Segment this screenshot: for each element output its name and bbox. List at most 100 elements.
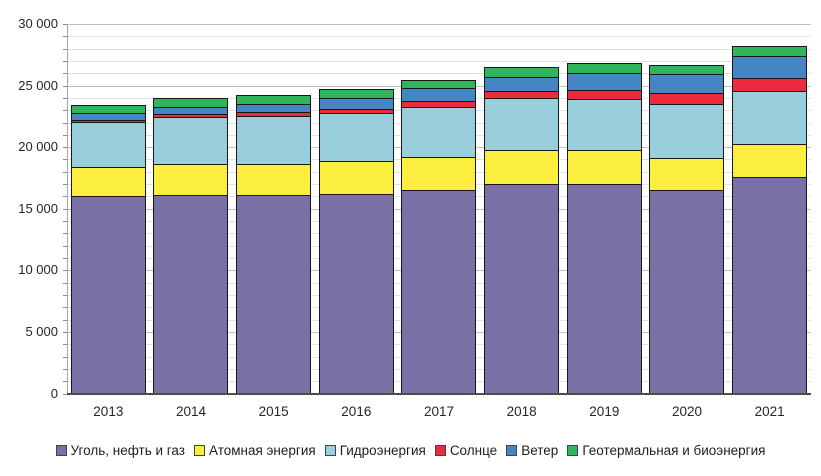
minor-gridline (67, 60, 811, 62)
bar-2018 (480, 24, 563, 394)
bar-segment-2017 (401, 88, 477, 103)
bar-2019 (563, 24, 646, 394)
bar-2016 (315, 24, 398, 394)
plot-area (67, 24, 811, 394)
y-axis-tick (63, 147, 67, 149)
y-axis-tick (63, 159, 67, 161)
y-axis-tick (63, 208, 67, 210)
bar-segment-2021 (732, 177, 808, 394)
minor-gridline (67, 73, 811, 75)
bar-segment-2016 (318, 89, 394, 100)
y-axis-tick (63, 393, 67, 395)
bar-segment-2016 (318, 194, 394, 394)
y-axis-tick (63, 196, 67, 198)
x-axis-label-2021: 2021 (754, 403, 785, 419)
x-axis-label-2018: 2018 (506, 403, 537, 419)
y-axis-tick (63, 122, 67, 124)
bar-segment-2018 (484, 67, 560, 78)
legend-swatch-icon (567, 445, 579, 456)
legend-swatch-icon (506, 445, 518, 456)
bar-segment-2015 (236, 115, 312, 165)
legend-label: Ветер (521, 443, 559, 458)
bar-segment-2017 (401, 79, 477, 90)
minor-gridline (67, 48, 811, 50)
bar-segment-2016 (318, 161, 394, 196)
bar-2015 (232, 24, 315, 394)
bar-segment-2013 (70, 122, 146, 168)
legend-label: Солнце (449, 443, 498, 458)
y-axis-tick (63, 233, 67, 235)
y-axis-tick (63, 110, 67, 112)
y-axis-label: 5 000 (25, 323, 58, 339)
y-axis-label: 30 000 (18, 16, 58, 31)
y-axis-label: 25 000 (18, 77, 58, 93)
y-axis-tick (63, 134, 67, 136)
y-axis-tick (63, 282, 67, 284)
bar-segment-2019 (566, 72, 642, 92)
bar-segment-2018 (484, 150, 560, 185)
y-axis-tick (63, 245, 67, 247)
major-gridline (67, 24, 811, 25)
bar-segment-2021 (732, 45, 808, 58)
bar-segment-2015 (236, 95, 312, 105)
bar-segment-2020 (649, 157, 725, 192)
legend-item: Атомная энергия (193, 443, 316, 458)
legend-label: Геотермальная и биоэнергия (582, 443, 766, 458)
x-axis-label-2013: 2013 (93, 403, 124, 419)
bar-2013 (67, 24, 150, 394)
bar-segment-2017 (401, 189, 477, 394)
bar-segment-2021 (732, 78, 808, 93)
bar-2017 (398, 24, 481, 394)
minor-gridline (67, 36, 811, 38)
bar-segment-2014 (153, 163, 229, 196)
bar-segment-2013 (70, 195, 146, 394)
y-axis-tick (63, 36, 67, 38)
legend-swatch-icon (193, 445, 205, 456)
legend-item: Уголь, нефть и газ (55, 443, 185, 458)
bar-segment-2018 (484, 183, 560, 394)
bar-segment-2014 (153, 98, 229, 108)
y-axis-label: 15 000 (18, 200, 58, 216)
bar-segment-2015 (236, 195, 312, 394)
y-axis-tick (63, 258, 67, 260)
x-axis-label-2014: 2014 (175, 403, 206, 419)
y-axis-line (67, 24, 68, 394)
x-axis-label-2020: 2020 (671, 403, 702, 419)
bar-segment-2020 (649, 93, 725, 106)
bar-segment-2020 (649, 190, 725, 394)
legend-label: Уголь, нефть и газ (70, 443, 185, 458)
y-axis-tick (63, 184, 67, 186)
y-axis-tick (63, 48, 67, 50)
x-axis-label-2017: 2017 (423, 403, 454, 419)
y-axis-tick (63, 221, 67, 223)
legend-item: Гидроэнергия (324, 443, 426, 458)
y-axis-tick (63, 171, 67, 173)
bar-segment-2021 (732, 91, 808, 146)
bar-segment-2020 (649, 74, 725, 95)
bar-segment-2018 (484, 98, 560, 152)
y-axis-tick (63, 381, 67, 383)
bar-segment-2019 (566, 184, 642, 394)
y-axis-tick (63, 344, 67, 346)
bar-segment-2021 (732, 144, 808, 179)
legend-item: Солнце (434, 443, 498, 458)
bar-segment-2013 (70, 113, 146, 121)
bar-segment-2014 (153, 194, 229, 394)
legend-item: Ветер (506, 443, 558, 458)
bar-segment-2018 (484, 76, 560, 92)
y-axis-tick (63, 73, 67, 75)
bar-segment-2014 (153, 117, 229, 165)
chart-legend: Уголь, нефть и газ Атомная энергия Гидроэн… (0, 443, 821, 458)
y-axis-tick (63, 60, 67, 62)
y-axis-tick (63, 331, 67, 333)
bar-segment-2020 (649, 64, 725, 75)
y-axis-tick (63, 319, 67, 321)
bar-segment-2016 (318, 112, 394, 163)
bar-segment-2018 (484, 91, 560, 100)
legend-swatch-icon (55, 445, 67, 456)
y-axis-tick (63, 307, 67, 309)
x-axis-label-2015: 2015 (258, 403, 289, 419)
bar-segment-2015 (236, 163, 312, 197)
bar-segment-2020 (649, 104, 725, 159)
